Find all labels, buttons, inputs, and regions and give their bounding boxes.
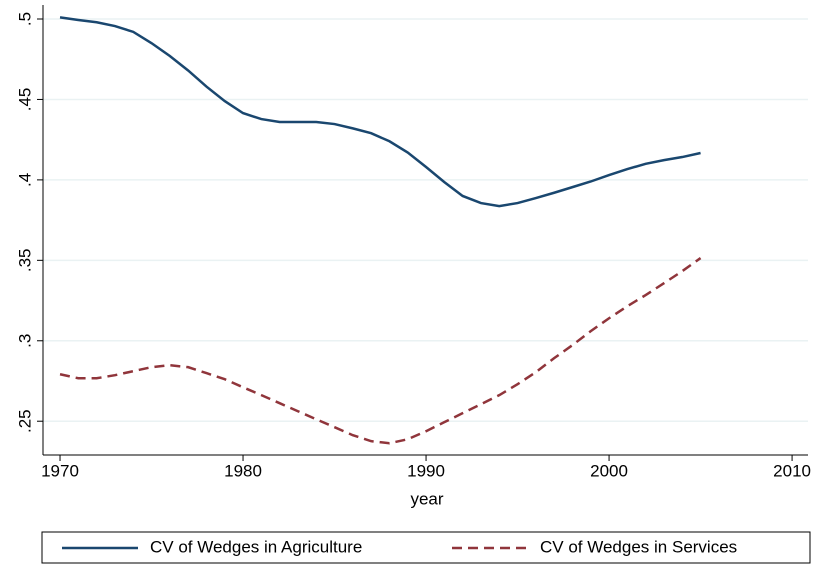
legend-label: CV of Wedges in Services — [540, 537, 737, 556]
x-axis-label: year — [410, 489, 443, 508]
y-tick-label: .3 — [15, 334, 34, 348]
series-line — [59, 16, 701, 208]
legend-box — [41, 531, 811, 564]
x-tick-label: 2000 — [590, 461, 628, 480]
x-tick-label: 1980 — [224, 461, 262, 480]
x-tick-label: 1970 — [41, 461, 79, 480]
x-tick-label: 2010 — [773, 461, 811, 480]
y-tick-label: .45 — [15, 88, 34, 112]
y-tick-label: .25 — [15, 409, 34, 433]
series-line — [59, 257, 702, 445]
y-tick-label: .4 — [15, 173, 34, 187]
y-tick-label: .5 — [15, 12, 34, 26]
legend-label: CV of Wedges in Agriculture — [150, 537, 362, 556]
y-tick-label: .35 — [15, 249, 34, 273]
x-tick-label: 1990 — [407, 461, 445, 480]
